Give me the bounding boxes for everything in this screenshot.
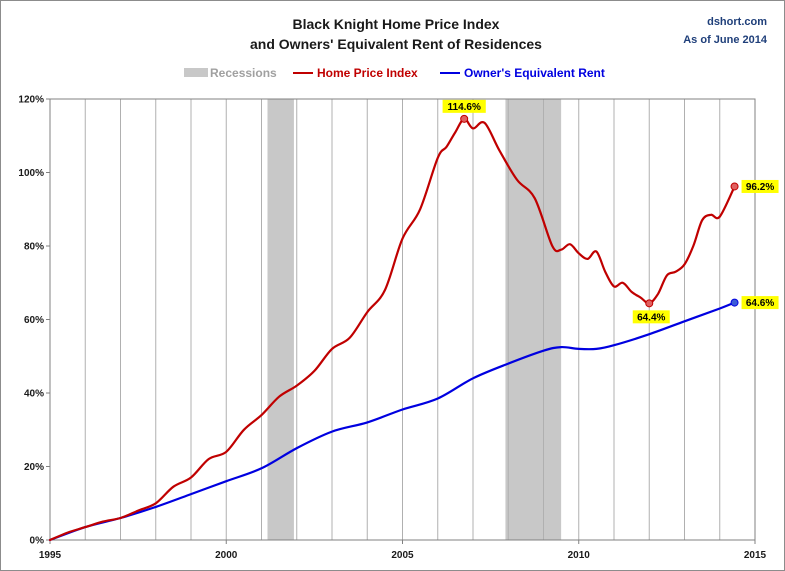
data-label-64-6: 64.6% <box>746 298 774 309</box>
data-label-64-4: 64.4% <box>637 312 665 323</box>
legend-label-owners-equivalent-rent: Owner's Equivalent Rent <box>464 66 605 80</box>
series-line-home-price-index <box>48 117 736 542</box>
x-tick-label-1995: 1995 <box>39 550 62 561</box>
data-point-96-2 <box>730 182 739 191</box>
x-tick-label-2000: 2000 <box>215 550 238 561</box>
y-tick-label-40: 40% <box>24 389 44 400</box>
plot-area: 0% 20% 40% 60% 80% 100% 120% 1995 2000 2005 2010 20… <box>18 95 779 561</box>
y-tick-label-120: 120% <box>18 95 44 106</box>
x-tick-label-2015: 2015 <box>744 550 767 561</box>
legend-swatch-recessions <box>184 68 208 77</box>
as-of-label: As of June 2014 <box>683 34 768 46</box>
data-point-114-6 <box>460 114 469 123</box>
series-line-owner-s-equivalent-rent <box>48 301 736 542</box>
legend-label-home-price-index: Home Price Index <box>317 66 418 80</box>
data-point-64-4 <box>645 299 654 308</box>
recession-band-2 <box>505 99 562 540</box>
data-label-box-64-4 <box>632 310 670 324</box>
data-point-64-6 <box>730 298 739 307</box>
source-label: dshort.com <box>707 16 767 28</box>
chart-title-line-1: Black Knight Home Price Index <box>293 16 500 32</box>
x-tick-label-2010: 2010 <box>568 550 591 561</box>
data-label-box-96-2 <box>741 179 779 193</box>
recession-band-1 <box>267 99 294 540</box>
y-tick-label-100: 100% <box>18 168 44 179</box>
data-label-114-6: 114.6% <box>448 102 481 113</box>
x-tick-label-2005: 2005 <box>391 550 414 561</box>
y-tick-label-80: 80% <box>24 242 44 253</box>
data-label-96-2: 96.2% <box>746 182 774 193</box>
y-tick-label-60: 60% <box>24 315 44 326</box>
legend-label-recessions: Recessions <box>210 66 277 80</box>
data-label-box-64-6 <box>741 296 779 310</box>
chart-title-line-2: and Owners' Equivalent Rent of Residence… <box>250 36 542 52</box>
y-tick-label-20: 20% <box>24 462 44 473</box>
data-label-box-114-6 <box>442 99 486 113</box>
legend: Recessions Home Price Index Owner's Equi… <box>184 66 605 80</box>
y-tick-label-0: 0% <box>30 536 45 547</box>
